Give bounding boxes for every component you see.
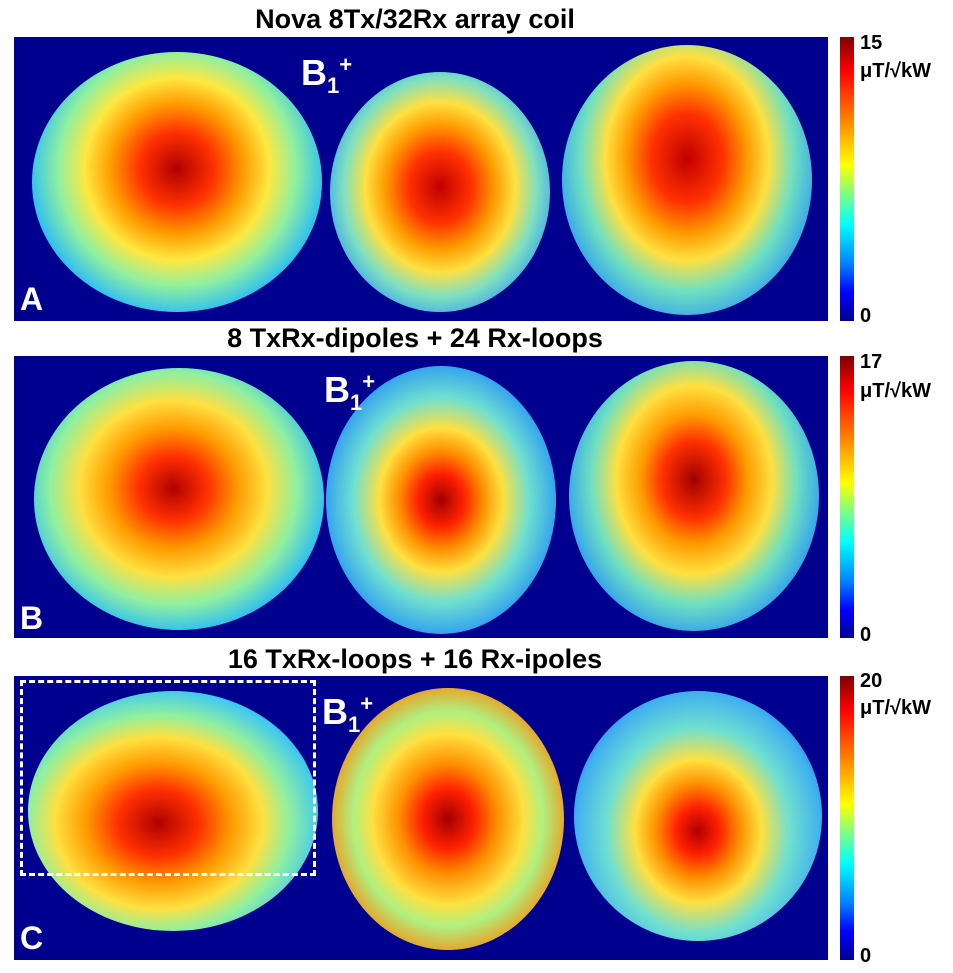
axial-map-b (326, 366, 556, 634)
colorbar-b-unit: μT/√kW (860, 380, 931, 402)
sagittal-map-a (32, 52, 322, 312)
colorbar-c-unit: μT/√kW (860, 697, 931, 719)
axial-map-c (332, 688, 564, 950)
dashed-roi-box (20, 680, 316, 876)
b1-map-panel-b: B1+ B (14, 356, 828, 638)
colorbar-c-min: 0 (860, 945, 872, 967)
colorbar-a (840, 37, 854, 321)
axial-map-a (330, 72, 550, 312)
row-c-title: 16 TxRx-loops + 16 Rx-ipoles (227, 644, 603, 674)
colorbar-c (840, 676, 854, 960)
coronal-map-a (562, 45, 812, 315)
panel-letter-c: C (20, 920, 44, 956)
panel-letter-a: A (20, 281, 44, 317)
row-a-title: Nova 8Tx/32Rx array coil (255, 4, 575, 34)
colorbar-b-min: 0 (860, 624, 872, 646)
colorbar-b (840, 356, 854, 638)
colorbar-b-max: 17 (860, 351, 883, 373)
b1-map-panel-c: B1+ C (14, 676, 828, 960)
b1-plus-label-b: B1+ (324, 369, 376, 416)
row-b-title: 8 TxRx-dipoles + 24 Rx-loops (227, 323, 603, 353)
b1-plus-label-a: B1+ (301, 52, 353, 99)
panel-letter-b: B (20, 600, 44, 636)
colorbar-a-min: 0 (860, 305, 872, 327)
coronal-map-b (569, 361, 819, 631)
colorbar-a-max: 15 (860, 32, 883, 54)
colorbar-a-unit: μT/√kW (860, 60, 931, 82)
sagittal-map-c (28, 691, 318, 931)
b1-plus-label-c: B1+ (322, 691, 374, 738)
coronal-map-c (574, 691, 822, 941)
b1-map-panel-a: B1+ A (14, 37, 828, 321)
sagittal-map-b (34, 368, 324, 630)
colorbar-c-max: 20 (860, 670, 883, 692)
